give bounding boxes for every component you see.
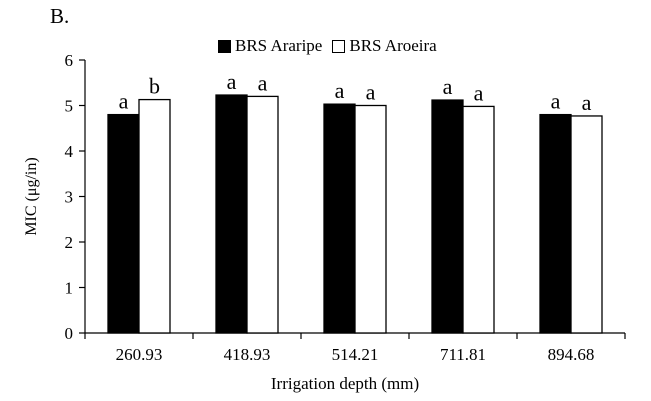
y-tick-label: 0 — [65, 324, 74, 343]
y-tick-label: 1 — [65, 279, 74, 298]
significance-letter: b — [149, 74, 160, 99]
x-tick-label: 711.81 — [440, 345, 486, 364]
y-tick-label: 4 — [65, 142, 74, 161]
significance-letter: a — [582, 90, 592, 115]
panel-label: B. — [50, 4, 70, 28]
y-tick-label: 2 — [65, 233, 74, 252]
legend-item-araripe: BRS Araripe — [218, 36, 322, 56]
significance-letter: a — [443, 74, 453, 99]
significance-letter: a — [474, 80, 484, 105]
bar-brs-araripe — [215, 94, 248, 334]
legend: BRS Araripe BRS Aroeira — [218, 36, 447, 56]
bar-brs-aroeira — [462, 105, 495, 334]
bar-brs-aroeira — [246, 95, 279, 334]
legend-label-araripe: BRS Araripe — [235, 36, 323, 55]
significance-letter: a — [258, 70, 268, 95]
bar-brs-araripe — [431, 99, 464, 334]
significance-letter: a — [366, 80, 376, 105]
x-axis-title: Irrigation depth (mm) — [271, 374, 419, 393]
significance-letter: a — [119, 89, 129, 114]
bar-brs-araripe — [107, 113, 140, 334]
y-tick-label: 3 — [65, 188, 74, 207]
x-tick-label: 418.93 — [224, 345, 271, 364]
y-tick-label: 5 — [65, 97, 74, 116]
significance-letter: a — [335, 78, 345, 103]
significance-letter: a — [551, 89, 561, 114]
legend-label-aroeira: BRS Aroeira — [349, 36, 437, 55]
bar-brs-araripe — [323, 103, 356, 334]
x-tick-label: 260.93 — [116, 345, 163, 364]
x-tick-label: 514.21 — [332, 345, 379, 364]
significance-letter: a — [227, 69, 237, 94]
y-axis-title: MIC (μg/in) — [23, 157, 40, 235]
y-tick-label: 6 — [65, 51, 74, 70]
x-tick-label: 894.68 — [548, 345, 595, 364]
bar-brs-aroeira — [138, 98, 171, 334]
bar-brs-araripe — [539, 113, 572, 334]
legend-swatch-aroeira — [332, 39, 346, 53]
bar-brs-aroeira — [354, 104, 387, 334]
legend-item-aroeira: BRS Aroeira — [332, 36, 437, 56]
legend-swatch-araripe — [218, 39, 231, 53]
bar-brs-aroeira — [570, 115, 603, 334]
